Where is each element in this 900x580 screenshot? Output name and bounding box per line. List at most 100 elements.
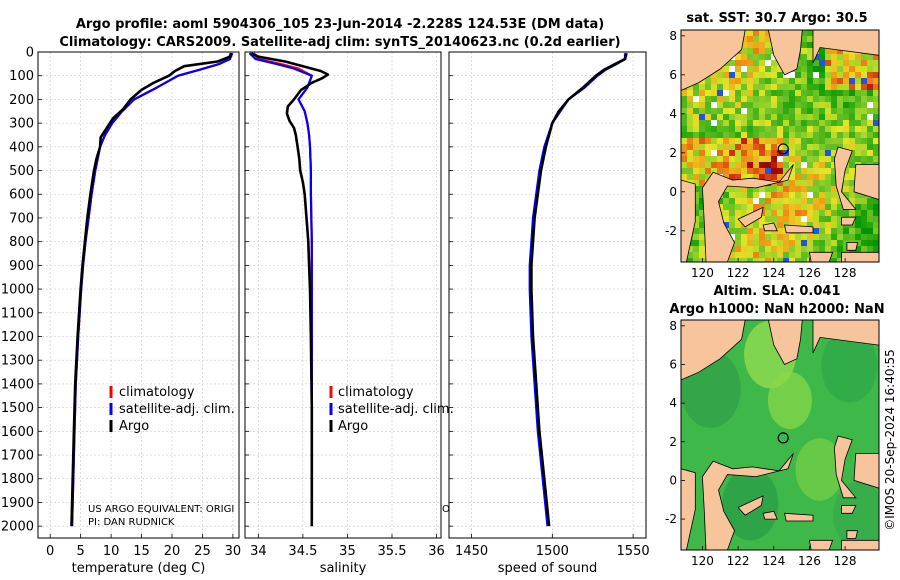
sst-grid-cell	[693, 198, 700, 205]
depth-tick-label: 800	[9, 235, 34, 250]
sst-grid-cell	[795, 102, 802, 109]
sst-grid-cell	[825, 192, 832, 199]
sst-grid-cell	[771, 90, 778, 97]
sst-grid-cell	[819, 102, 826, 109]
sst-grid-cell	[693, 132, 700, 139]
sst-grid-cell	[855, 156, 862, 163]
sst-grid-cell	[783, 216, 790, 223]
sst-grid-cell	[711, 84, 718, 91]
sst-grid-cell	[741, 168, 748, 175]
sst-grid-cell	[741, 204, 748, 211]
sst-grid-cell	[825, 156, 832, 163]
sst-grid-cell	[831, 234, 838, 241]
sst-grid-cell	[867, 108, 874, 115]
sst-grid-cell	[819, 198, 826, 205]
sst-grid-cell	[681, 114, 688, 121]
temperature-profile-panel: 0 5 10 15 20 25 30 temperature (deg C)	[37, 51, 242, 576]
sst-grid-cell	[831, 228, 838, 235]
sst-grid-cell	[717, 120, 724, 127]
sst-grid-cell	[777, 198, 784, 205]
sst-grid-cell	[807, 216, 814, 223]
sst-grid-cell	[837, 132, 844, 139]
sst-grid-cell	[825, 60, 832, 67]
sst-grid-cell	[735, 132, 742, 139]
sst-grid-cell	[867, 54, 874, 61]
sst-grid-cell	[825, 132, 832, 139]
sst-grid-cell	[867, 216, 874, 223]
sst-grid-cell	[801, 246, 808, 253]
sst-grid-cell	[855, 78, 862, 85]
land-polygon	[808, 251, 834, 262]
sst-grid-cell	[831, 198, 838, 205]
legend-argo-label: Argo	[338, 419, 368, 434]
sst-grid-cell	[771, 126, 778, 133]
sst-grid-cell	[855, 54, 862, 61]
sst-grid-cell	[843, 210, 850, 217]
sst-grid-cell	[735, 102, 742, 109]
map-lat-label: 4	[669, 107, 677, 121]
sst-grid-cell	[723, 168, 730, 175]
sst-grid-cell	[855, 222, 862, 229]
sst-grid-cell	[813, 204, 820, 211]
sst-grid-cell	[753, 54, 760, 61]
figure-title-line1: Argo profile: aoml 5904306_105 23-Jun-20…	[76, 17, 604, 32]
sst-grid-cell	[807, 204, 814, 211]
sst-grid-cell	[867, 240, 874, 247]
sst-grid-cell	[753, 228, 760, 235]
sst-grid-cell	[795, 168, 802, 175]
sst-grid-cell	[777, 84, 784, 91]
sst-grid-cell	[777, 162, 784, 169]
sst-grid-cell	[699, 216, 706, 223]
depth-tick-label: 2000	[1, 520, 34, 535]
x-tick-label: 35.5	[378, 544, 407, 559]
sst-grid-cell	[819, 210, 826, 217]
sst-grid-cell	[861, 198, 868, 205]
sst-grid-cell	[687, 258, 694, 262]
land-polygon	[681, 468, 696, 550]
map-lat-label: 2	[669, 435, 677, 449]
x-tick-label: 36	[428, 544, 445, 559]
sst-grid-cell	[831, 246, 838, 253]
sst-grid-cell	[735, 156, 742, 163]
sst-grid-cell	[753, 66, 760, 73]
x-tick-label: 30	[225, 544, 242, 559]
sst-grid-cell	[741, 96, 748, 103]
x-tick-label: 5	[76, 544, 84, 559]
sst-grid-cell	[765, 168, 772, 175]
sst-grid-cell	[771, 252, 778, 259]
sst-grid-cell	[747, 66, 754, 73]
land-polygon	[841, 539, 879, 550]
sst-grid-cell	[753, 192, 760, 199]
sst-grid-cell	[795, 180, 802, 187]
sst-grid-cell	[729, 228, 736, 235]
sst-grid-cell	[795, 192, 802, 199]
sst-grid-cell	[741, 90, 748, 97]
sst-grid-cell	[717, 78, 724, 85]
sst-grid-cell	[789, 234, 796, 241]
sst-grid-cell	[699, 84, 706, 91]
sst-grid-cell	[831, 144, 838, 151]
sst-grid-cell	[729, 162, 736, 169]
depth-tick-label: 400	[9, 140, 34, 155]
sst-grid-cell	[723, 156, 730, 163]
sla-map-title: Altim. SLA: 0.041	[714, 284, 841, 299]
sst-grid-cell	[741, 42, 748, 49]
sst-grid-cell	[759, 234, 766, 241]
sst-grid-cell	[747, 228, 754, 235]
sst-grid-cell	[747, 186, 754, 193]
sst-grid-cell	[705, 144, 712, 151]
sst-grid-cell	[759, 258, 766, 262]
map-content	[681, 30, 879, 262]
sst-grid-cell	[741, 120, 748, 127]
sst-grid-cell	[735, 222, 742, 229]
sst-grid-cell	[771, 192, 778, 199]
sst-grid-cell	[717, 144, 724, 151]
sst-grid-cell	[867, 138, 874, 145]
sst-grid-cell	[723, 138, 730, 145]
map-lon-label: 120	[691, 266, 714, 280]
sst-grid-cell	[777, 210, 784, 217]
sst-grid-cell	[855, 138, 862, 145]
sst-grid-cell	[855, 132, 862, 139]
sst-grid-cell	[681, 102, 688, 109]
sst-grid-cell	[765, 66, 772, 73]
